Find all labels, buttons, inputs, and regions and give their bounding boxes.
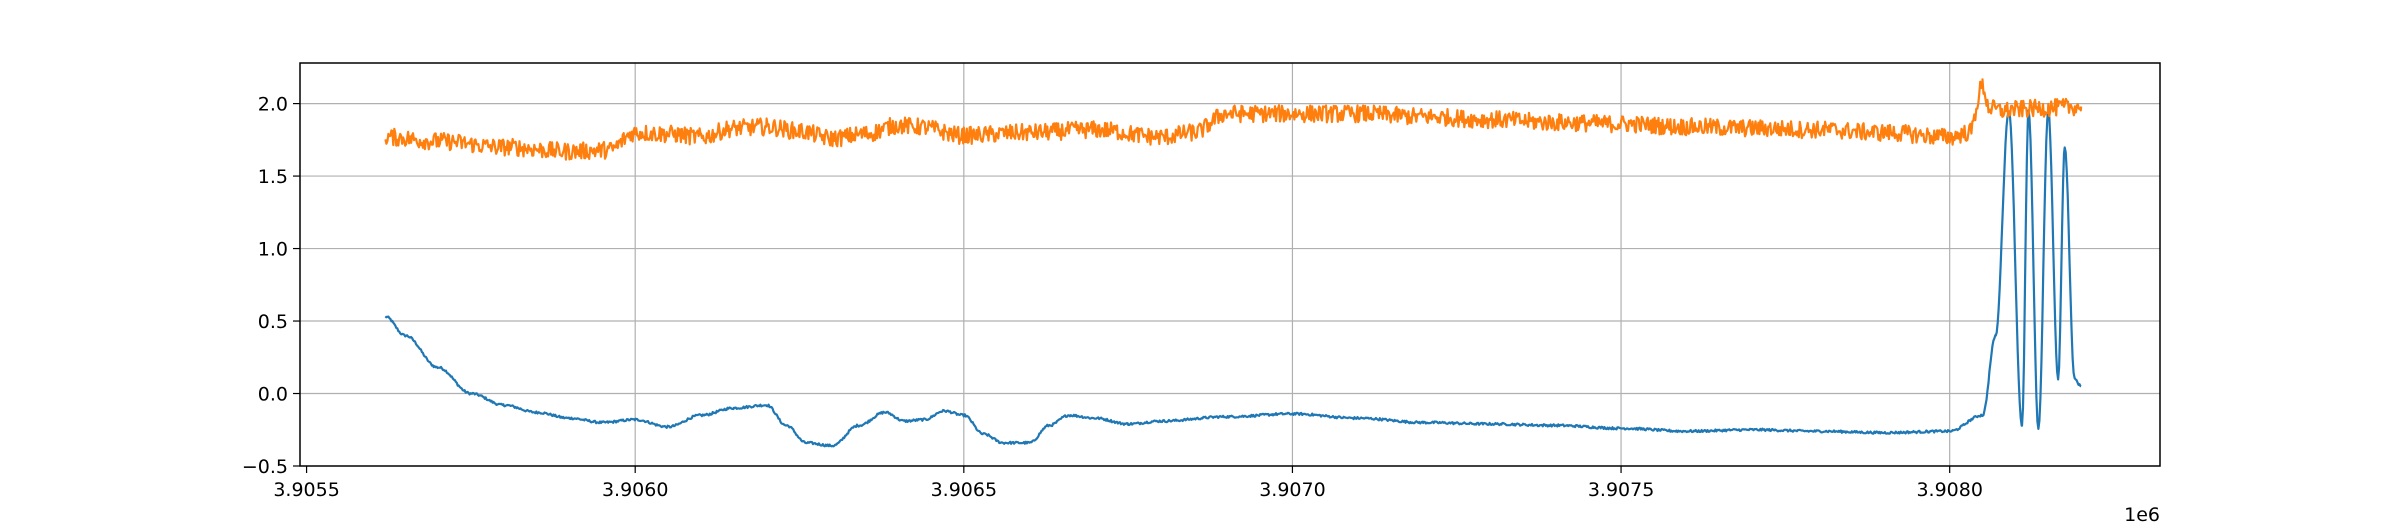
x-tick-label: 3.9080 (1916, 479, 1982, 501)
series-line-2 (384, 78, 2083, 161)
y-tick-label: 0.0 (258, 384, 288, 406)
y-tick-label: 1.5 (258, 166, 288, 188)
y-tick-label: −0.5 (242, 456, 288, 478)
y-tick-label: 2.0 (258, 94, 288, 116)
y-tick-label: 0.5 (258, 311, 288, 333)
series-layer (384, 78, 2083, 448)
x-axis: 3.9055 3.9060 3.9065 3.9070 3.9075 3.9080 (273, 466, 1983, 501)
series-line-1 (384, 108, 2082, 448)
x-tick-label: 3.9065 (931, 479, 997, 501)
plot-frame (299, 62, 2161, 467)
x-tick-label: 3.9075 (1588, 479, 1654, 501)
grid (300, 63, 2160, 466)
y-tick-label: 1.0 (258, 239, 288, 261)
x-tick-label: 3.9060 (602, 479, 668, 501)
x-tick-label: 3.9070 (1259, 479, 1325, 501)
x-offset-label: 1e6 (2124, 504, 2160, 525)
y-axis: −0.5 0.0 0.5 1.0 1.5 2.0 (242, 94, 300, 478)
x-tick-label: 3.9055 (273, 479, 339, 501)
